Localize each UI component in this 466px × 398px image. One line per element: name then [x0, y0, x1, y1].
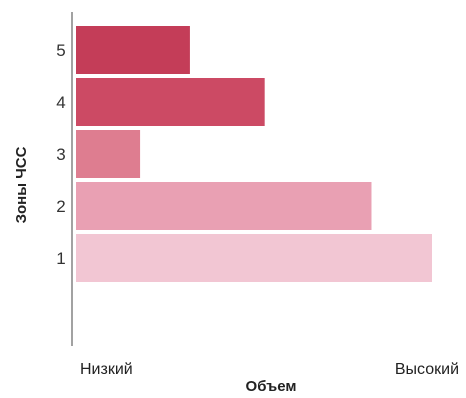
y-tick-label-3: 3	[56, 145, 65, 164]
y-tick-labels: 5 4 3 2 1	[56, 41, 65, 268]
bar-zone-5	[76, 26, 190, 74]
y-tick-label-4: 4	[56, 93, 65, 112]
x-axis-left-label: Низкий	[80, 361, 133, 378]
bar-zone-3	[76, 130, 141, 178]
y-tick-label-1: 1	[56, 249, 65, 268]
bar-zone-2	[76, 182, 372, 230]
bar-zone-4	[76, 78, 265, 126]
y-axis-title: Зоны ЧСС	[13, 146, 30, 223]
x-axis-title: Объем	[246, 378, 297, 395]
bar-zone-1	[76, 234, 432, 282]
y-tick-label-2: 2	[56, 197, 65, 216]
y-tick-label-5: 5	[56, 41, 65, 60]
bars-group	[76, 26, 432, 282]
x-axis-right-label: Высокий	[395, 361, 459, 378]
